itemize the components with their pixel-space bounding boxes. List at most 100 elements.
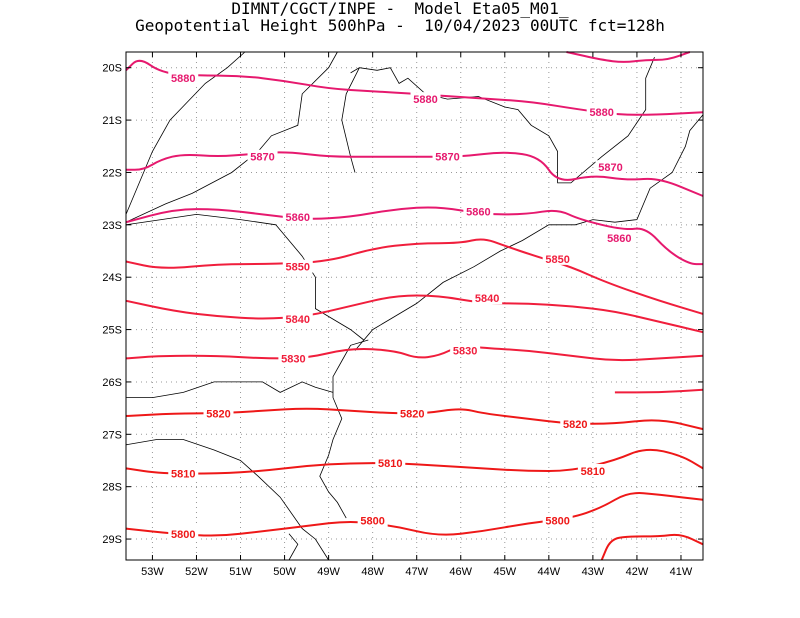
x-tick-label: 44W	[538, 566, 561, 578]
contour-label-bg	[595, 160, 626, 174]
y-tick-label: 22S	[102, 167, 122, 179]
contour-label-bg	[542, 513, 573, 527]
contour-label-bg	[463, 204, 494, 218]
y-tick-label: 26S	[102, 377, 122, 389]
contour-label-bg	[247, 149, 278, 163]
coastline-segment	[125, 213, 365, 341]
contour-label-5850: 5850	[545, 254, 569, 266]
contour-5880	[125, 59, 704, 116]
y-tick-label: 24S	[102, 272, 122, 284]
contour-5830	[125, 345, 704, 362]
x-tick-label: 41W	[670, 566, 693, 578]
contour-label-5830: 5830	[453, 346, 477, 358]
contour-label-bg	[282, 259, 313, 273]
contour-label-bg	[168, 526, 199, 540]
contour-label-bg	[278, 351, 309, 365]
x-tick-label: 50W	[273, 566, 296, 578]
contour-label-bg	[203, 406, 234, 420]
contour-label-5820: 5820	[206, 408, 230, 420]
x-tick-label: 49W	[317, 566, 340, 578]
contour-label-bg	[168, 71, 199, 85]
x-tick-label: 46W	[449, 566, 472, 578]
coastline-segment	[350, 57, 655, 184]
contour-label-5800: 5800	[545, 516, 569, 528]
contour-label-5870: 5870	[435, 152, 459, 164]
contour-5800	[125, 492, 704, 537]
contour-label-5870: 5870	[250, 152, 274, 164]
contour-label-bg	[604, 230, 635, 244]
contour-label-5840: 5840	[286, 314, 310, 326]
map-title: DIMNT/CGCT/INPE - Model Eta05_M01_ Geopo…	[0, 0, 800, 34]
contour-label-5850: 5850	[286, 262, 310, 274]
contour-5880	[566, 51, 691, 63]
contour-5830	[614, 388, 704, 394]
coastline-segment	[354, 114, 704, 351]
gridlines	[126, 52, 703, 560]
contour-label-bg	[168, 466, 199, 480]
contour-label-bg	[577, 463, 608, 477]
contour-5850	[125, 238, 704, 315]
contour-label-bg	[282, 209, 313, 223]
x-tick-label: 47W	[405, 566, 428, 578]
y-tick-label: 21S	[102, 115, 122, 127]
contour-layer	[125, 51, 704, 561]
axis-ticks: 53W 52W 51W 50W 49W 48W 47W 46W 45W 44W 43W 42W 41W 2…	[102, 52, 703, 578]
x-tick-label: 51W	[229, 566, 252, 578]
contour-label-bg	[357, 513, 388, 527]
contour-label-bg	[472, 291, 503, 305]
coastline-segment	[341, 67, 360, 173]
contour-label-5880: 5880	[413, 94, 437, 106]
contour-label-5810: 5810	[171, 469, 195, 481]
contour-label-5880: 5880	[589, 107, 613, 119]
coastline-segment	[125, 51, 246, 215]
contour-label-5800: 5800	[360, 516, 384, 528]
contour-label-bg	[586, 105, 617, 119]
coastline-segment	[126, 381, 334, 398]
contour-label-5820: 5820	[563, 419, 587, 431]
x-tick-label: 52W	[185, 566, 208, 578]
contour-5800	[600, 533, 704, 561]
title-line-1: DIMNT/CGCT/INPE - Model Eta05_M01_	[231, 0, 569, 18]
x-tick-label: 48W	[361, 566, 384, 578]
y-tick-label: 28S	[102, 482, 122, 494]
contour-label-5810: 5810	[378, 458, 402, 470]
coastline-segment	[125, 439, 329, 561]
coastline-segment	[288, 533, 299, 561]
contour-label-5880: 5880	[171, 73, 195, 85]
contour-label-bg	[542, 251, 573, 265]
contour-label-5800: 5800	[171, 529, 195, 541]
plot-frame	[125, 51, 704, 561]
contour-5840	[125, 294, 704, 334]
y-tick-label: 23S	[102, 220, 122, 232]
title-line-2: Geopotential Height 500hPa - 10/04/2023 …	[135, 16, 665, 35]
contour-5810	[125, 448, 704, 475]
contour-label-bg	[282, 312, 313, 326]
contour-label-5870: 5870	[598, 162, 622, 174]
x-tick-label: 43W	[582, 566, 605, 578]
coastline-layer	[125, 51, 704, 561]
contour-label-bg	[375, 456, 406, 470]
contour-label-bg	[397, 406, 428, 420]
contour-label-bg	[410, 92, 441, 106]
x-tick-label: 45W	[493, 566, 516, 578]
contour-label-5860: 5860	[286, 212, 310, 224]
contour-label-bg	[450, 343, 481, 357]
coastline-segment	[125, 51, 338, 223]
contour-5860	[125, 206, 703, 266]
contour-5870	[126, 151, 704, 197]
contour-label-bg	[560, 416, 591, 430]
y-tick-label: 25S	[102, 325, 122, 337]
y-tick-label: 27S	[102, 429, 122, 441]
contour-label-5840: 5840	[475, 293, 499, 305]
contour-label-layer: 5880 5880 5880 5870 5870 5870 5860 5860 5860 5850…	[168, 71, 635, 541]
contour-label-5860: 5860	[607, 233, 631, 245]
y-tick-label: 29S	[102, 534, 122, 546]
coastline-segment	[319, 339, 369, 519]
y-tick-label: 20S	[102, 63, 122, 75]
contour-label-5830: 5830	[281, 353, 305, 365]
contour-label-bg	[432, 149, 463, 163]
contour-label-5860: 5860	[466, 207, 490, 219]
x-tick-label: 53W	[141, 566, 164, 578]
contour-label-5820: 5820	[400, 408, 424, 420]
